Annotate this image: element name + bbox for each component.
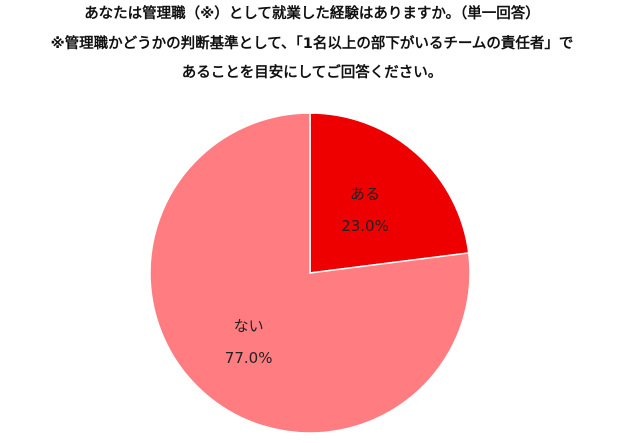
slice-label: ない	[234, 317, 264, 335]
chart-title: あなたは管理職（※）として就業した経験はありますか。（単一回答）	[84, 4, 540, 22]
slice-label: ある	[350, 185, 380, 203]
value-label: 77.0%	[225, 349, 273, 367]
chart-subtitle: あることを目安にしてご回答ください。	[182, 63, 443, 81]
value-label: 23.0%	[341, 217, 389, 235]
pie-slice	[149, 112, 471, 434]
chart-subtitle: ※管理職かどうかの判断基準として、「1名以上の部下がいるチームの責任者」で	[51, 34, 574, 52]
pie-slice	[309, 112, 470, 274]
